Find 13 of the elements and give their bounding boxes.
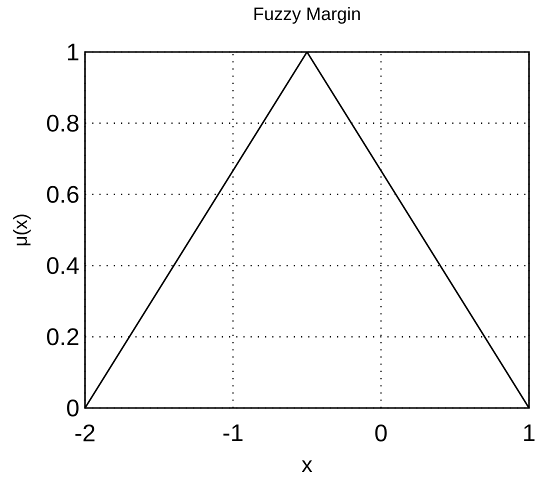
y-tick-label: 1: [68, 44, 78, 60]
x-tick-label: -2: [75, 424, 94, 442]
x-tick-label: 0: [375, 424, 387, 442]
y-tick-label: 0.2: [47, 328, 78, 346]
chart-title: Fuzzy Margin: [254, 6, 360, 24]
y-tick-label: 0: [67, 399, 79, 416]
y-axis-title: μ(x): [13, 214, 31, 246]
x-tick-label: -1: [223, 424, 242, 442]
y-tick-label: 0.4: [47, 257, 79, 274]
y-tick-label: 0.6: [47, 186, 78, 203]
y-tick-label: 0.8: [47, 114, 78, 132]
x-tick-label: 1: [524, 424, 535, 442]
x-axis-title: x: [302, 460, 312, 472]
